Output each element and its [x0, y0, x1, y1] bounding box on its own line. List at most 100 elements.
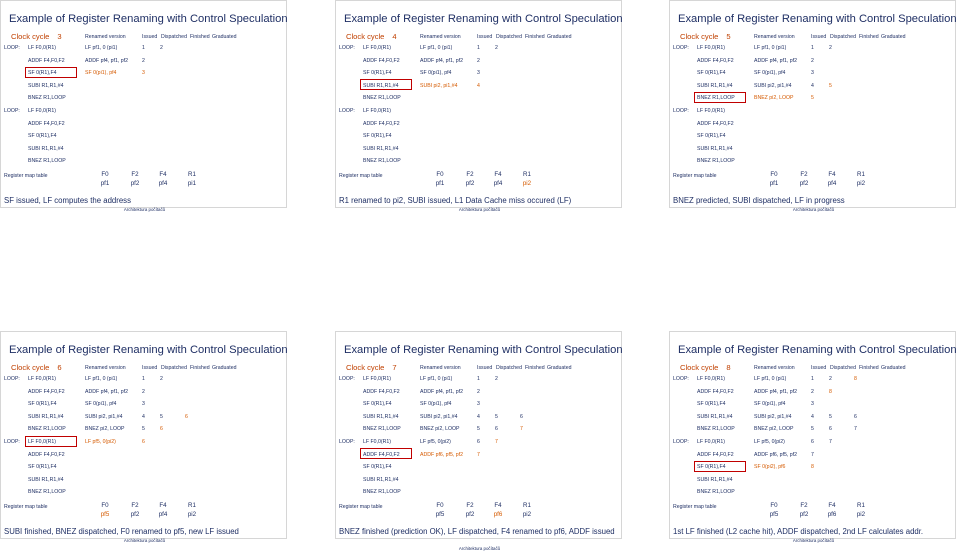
clock-cycle-number: 7 [392, 363, 397, 372]
instruction-row: BNEZ R1,LOOP [336, 95, 623, 107]
row-ins: ADDF F4,F0,F2 [363, 120, 400, 127]
register-name: F4 [828, 171, 836, 178]
slide-footer: Architektura počítačů [458, 207, 501, 212]
row-c1: 6 [811, 439, 814, 445]
instruction-row: LOOP: LF F0,0(R1) [1, 108, 288, 120]
register-mapping: pf2 [465, 511, 475, 518]
column-header-renamed: Renamed version [420, 34, 461, 40]
row-ins: SF 0(R1),F4 [697, 464, 726, 471]
row-ins: ADDF F4,F0,F2 [28, 451, 65, 458]
register-mapping: pf6 [493, 511, 503, 518]
row-c1: 1 [811, 376, 814, 382]
column-header-finished: Finished [190, 34, 210, 40]
row-c1: 2 [142, 388, 145, 395]
clock-cycle-number: 8 [726, 363, 731, 372]
row-ins: SF 0(R1),F4 [363, 401, 392, 408]
row-lbl: LOOP: [673, 439, 689, 445]
row-c1: 6 [142, 439, 145, 445]
clock-cycle-text: Clock cycle [346, 363, 385, 372]
row-c2: 5 [829, 82, 832, 89]
row-ins: BNEZ R1,LOOP [697, 426, 735, 433]
row-c1: 1 [477, 376, 480, 382]
row-c3: 7 [520, 426, 523, 433]
register-mapping: pi2 [856, 180, 866, 187]
instruction-row: LOOP: LF F0,0(R1) LF pf1, 0 (pi1) 1 2 [1, 376, 288, 388]
row-ins: LF F0,0(R1) [28, 45, 56, 51]
slide-title: Example of Register Renaming with Contro… [9, 344, 288, 356]
row-ren: SUBI pi2, pi1,#4 [754, 82, 792, 89]
instruction-row: BNEZ R1,LOOP [670, 158, 957, 170]
slide-caption: R1 renamed to pi2, SUBI issued, L1 Data … [339, 196, 572, 205]
row-ren: SUBI pi2, pi1,#4 [420, 413, 458, 420]
register-name: F2 [466, 502, 474, 509]
column-header-issued: Issued [477, 365, 493, 371]
row-c1: 1 [142, 45, 145, 51]
column-header-graduated: Graduated [881, 34, 906, 40]
register-mapping: pf4 [158, 511, 168, 518]
row-ren: ADDF pf6, pf5, pf2 [420, 451, 463, 458]
row-ren: ADDF pf4, pf1, pf2 [85, 57, 128, 64]
clock-cycle-text: Clock cycle [11, 32, 50, 41]
row-ins: SF 0(R1),F4 [363, 464, 392, 471]
instruction-row: SF 0(R1),F4 SF 0(pi1), pf4 3 [336, 401, 623, 413]
instruction-row: SUBI R1,R1,#4 SUBI pi2, pi1,#4 4 5 6 [670, 414, 957, 426]
column-header-graduated: Graduated [881, 365, 906, 371]
instruction-row: LOOP: LF F0,0(R1) [336, 108, 623, 120]
row-ins: SF 0(R1),F4 [697, 133, 726, 140]
row-ins: SUBI R1,R1,#4 [28, 476, 64, 483]
register-name: F0 [101, 502, 109, 509]
row-c1: 5 [477, 426, 480, 433]
row-c1: 3 [142, 70, 145, 77]
instruction-row: SUBI R1,R1,#4 SUBI pi2, pi1,#4 4 5 [670, 83, 957, 95]
row-ren: SUBI pi2, pi1,#4 [85, 413, 123, 420]
column-header-renamed: Renamed version [420, 365, 461, 371]
row-lbl: LOOP: [339, 439, 355, 445]
register-mapping: pf5 [435, 511, 445, 518]
row-c1: 4 [811, 82, 814, 89]
row-ins: SUBI R1,R1,#4 [363, 413, 399, 420]
instruction-row: LOOP: LF F0,0(R1) LF pf5, 0(pi2) 6 7 [670, 439, 957, 451]
current-instruction-highlight [694, 91, 746, 103]
register-name: R1 [188, 502, 196, 509]
column-header-dispatched: Dispatched [830, 34, 856, 40]
row-ins: ADDF F4,F0,F2 [363, 388, 400, 395]
row-c2: 6 [495, 426, 498, 433]
row-ren: BNEZ pi2, LOOP [85, 426, 125, 433]
instruction-row: BNEZ R1,LOOP BNEZ pi2, LOOP 5 6 [1, 426, 288, 438]
row-ins: SF 0(R1),F4 [28, 133, 57, 140]
instruction-row: ADDF F4,F0,F2 ADDF pf6, pf5, pf2 7 [670, 452, 957, 464]
row-c2: 6 [829, 426, 832, 433]
row-c2: 7 [829, 439, 832, 445]
instruction-row: SF 0(R1),F4 SF 0(pi1), pf4 3 [670, 401, 957, 413]
register-mapping: pf4 [158, 180, 168, 187]
instruction-row: ADDF F4,F0,F2 ADDF pf4, pf1, pf2 2 [336, 389, 623, 401]
clock-cycle-label: Clock cycle 6 [11, 363, 62, 372]
column-header-issued: Issued [811, 365, 827, 371]
instruction-row: LOOP: LF F0,0(R1) LF pf1, 0 (pi1) 1 2 8 [670, 376, 957, 388]
slide-caption: BNEZ finished (prediction OK), LF dispat… [339, 527, 615, 536]
row-ins: ADDF F4,F0,F2 [363, 451, 400, 458]
instruction-row: SF 0(R1),F4 SF 0(pi1), pf4 3 [336, 70, 623, 82]
row-c3: 8 [854, 376, 857, 382]
instruction-row: SF 0(R1),F4 SF 0(pi1), pf4 3 [1, 401, 288, 413]
column-header-graduated: Graduated [212, 34, 237, 40]
row-c1: 4 [811, 413, 814, 420]
instruction-row: SUBI R1,R1,#4 [670, 477, 957, 489]
clock-cycle-label: Clock cycle 8 [680, 363, 731, 372]
instruction-row: BNEZ R1,LOOP [336, 158, 623, 170]
column-header-dispatched: Dispatched [161, 365, 187, 371]
row-ren: BNEZ pi2, LOOP [754, 426, 794, 433]
current-instruction-highlight [694, 460, 746, 472]
register-map-label: Register map table [4, 173, 48, 179]
register-name: F2 [800, 171, 808, 178]
instruction-row: ADDF F4,F0,F2 ADDF pf4, pf1, pf2 2 [670, 58, 957, 70]
row-lbl: LOOP: [4, 439, 20, 445]
column-header-issued: Issued [142, 365, 158, 371]
row-ins: SUBI R1,R1,#4 [28, 82, 64, 89]
row-c1: 7 [477, 451, 480, 458]
row-c3: 6 [185, 413, 188, 420]
row-c3: 6 [854, 413, 857, 420]
row-c1: 3 [811, 70, 814, 77]
slide-caption: SUBI finished, BNEZ dispatched, F0 renam… [4, 527, 239, 536]
instruction-row: SF 0(R1),F4 SF 0(pi1), pf4 3 [1, 70, 288, 82]
